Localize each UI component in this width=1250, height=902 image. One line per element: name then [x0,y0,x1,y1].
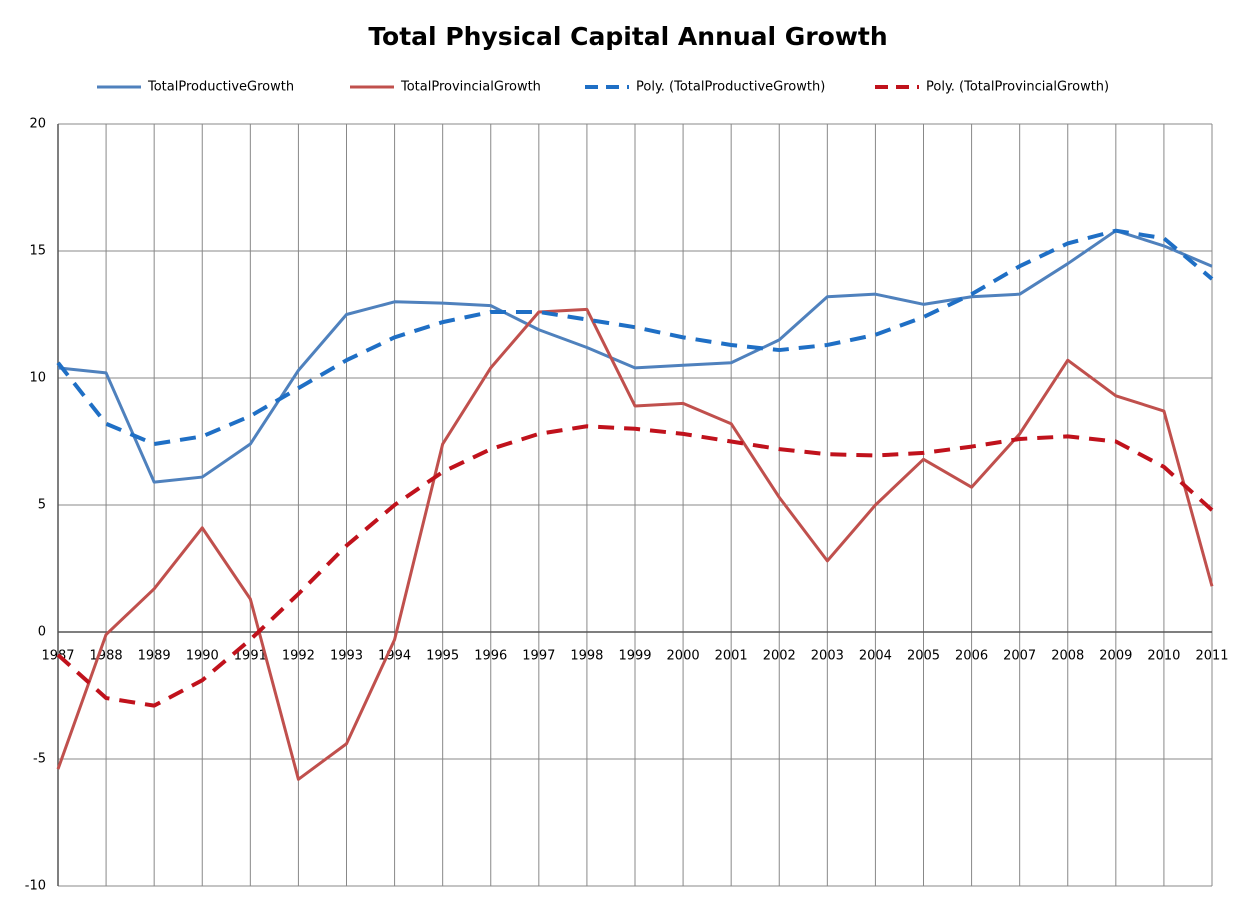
y-tick-label: 0 [38,625,46,640]
y-tick-label: 5 [38,498,46,513]
x-tick-label: 1989 [138,649,171,664]
chart-title: Total Physical Capital Annual Growth [368,22,887,51]
x-tick-label: 1991 [234,649,267,664]
y-tick-label: 20 [29,117,46,132]
x-tick-label: 2002 [763,649,796,664]
x-tick-label: 2006 [955,649,988,664]
series-line [56,424,1214,708]
x-tick-label: 2009 [1099,649,1132,664]
series-line [56,228,1214,447]
legend-label: Poly. (TotalProductiveGrowth) [636,80,825,95]
y-tick-label: -5 [33,752,46,767]
x-tick-label: 2000 [667,649,700,664]
series-line [57,229,1213,484]
x-tick-label: 2001 [715,649,748,664]
x-tick-label: 2011 [1195,649,1228,664]
x-tick-label: 2008 [1051,649,1084,664]
x-tick-label: 1997 [522,649,555,664]
x-tick-label: 1995 [426,649,459,664]
x-tick-label: 2004 [859,649,892,664]
x-tick-label: 1988 [90,649,123,664]
y-tick-label: -10 [25,879,46,894]
x-tick-label: 1990 [186,649,219,664]
x-tick-label: 2003 [811,649,844,664]
legend-label: TotalProvincialGrowth [400,80,541,95]
x-tick-label: 1999 [618,649,651,664]
legend-label: Poly. (TotalProvincialGrowth) [926,80,1109,95]
x-tick-label: 1993 [330,649,363,664]
x-tick-label: 1996 [474,649,507,664]
x-tick-label: 2007 [1003,649,1036,664]
x-tick-label: 1992 [282,649,315,664]
y-tick-label: 15 [29,244,46,259]
series-line [56,307,1214,781]
x-tick-label: 2005 [907,649,940,664]
x-tick-label: 1998 [570,649,603,664]
legend-label: TotalProductiveGrowth [147,80,294,95]
y-tick-label: 10 [29,371,46,386]
x-tick-label: 2010 [1147,649,1180,664]
